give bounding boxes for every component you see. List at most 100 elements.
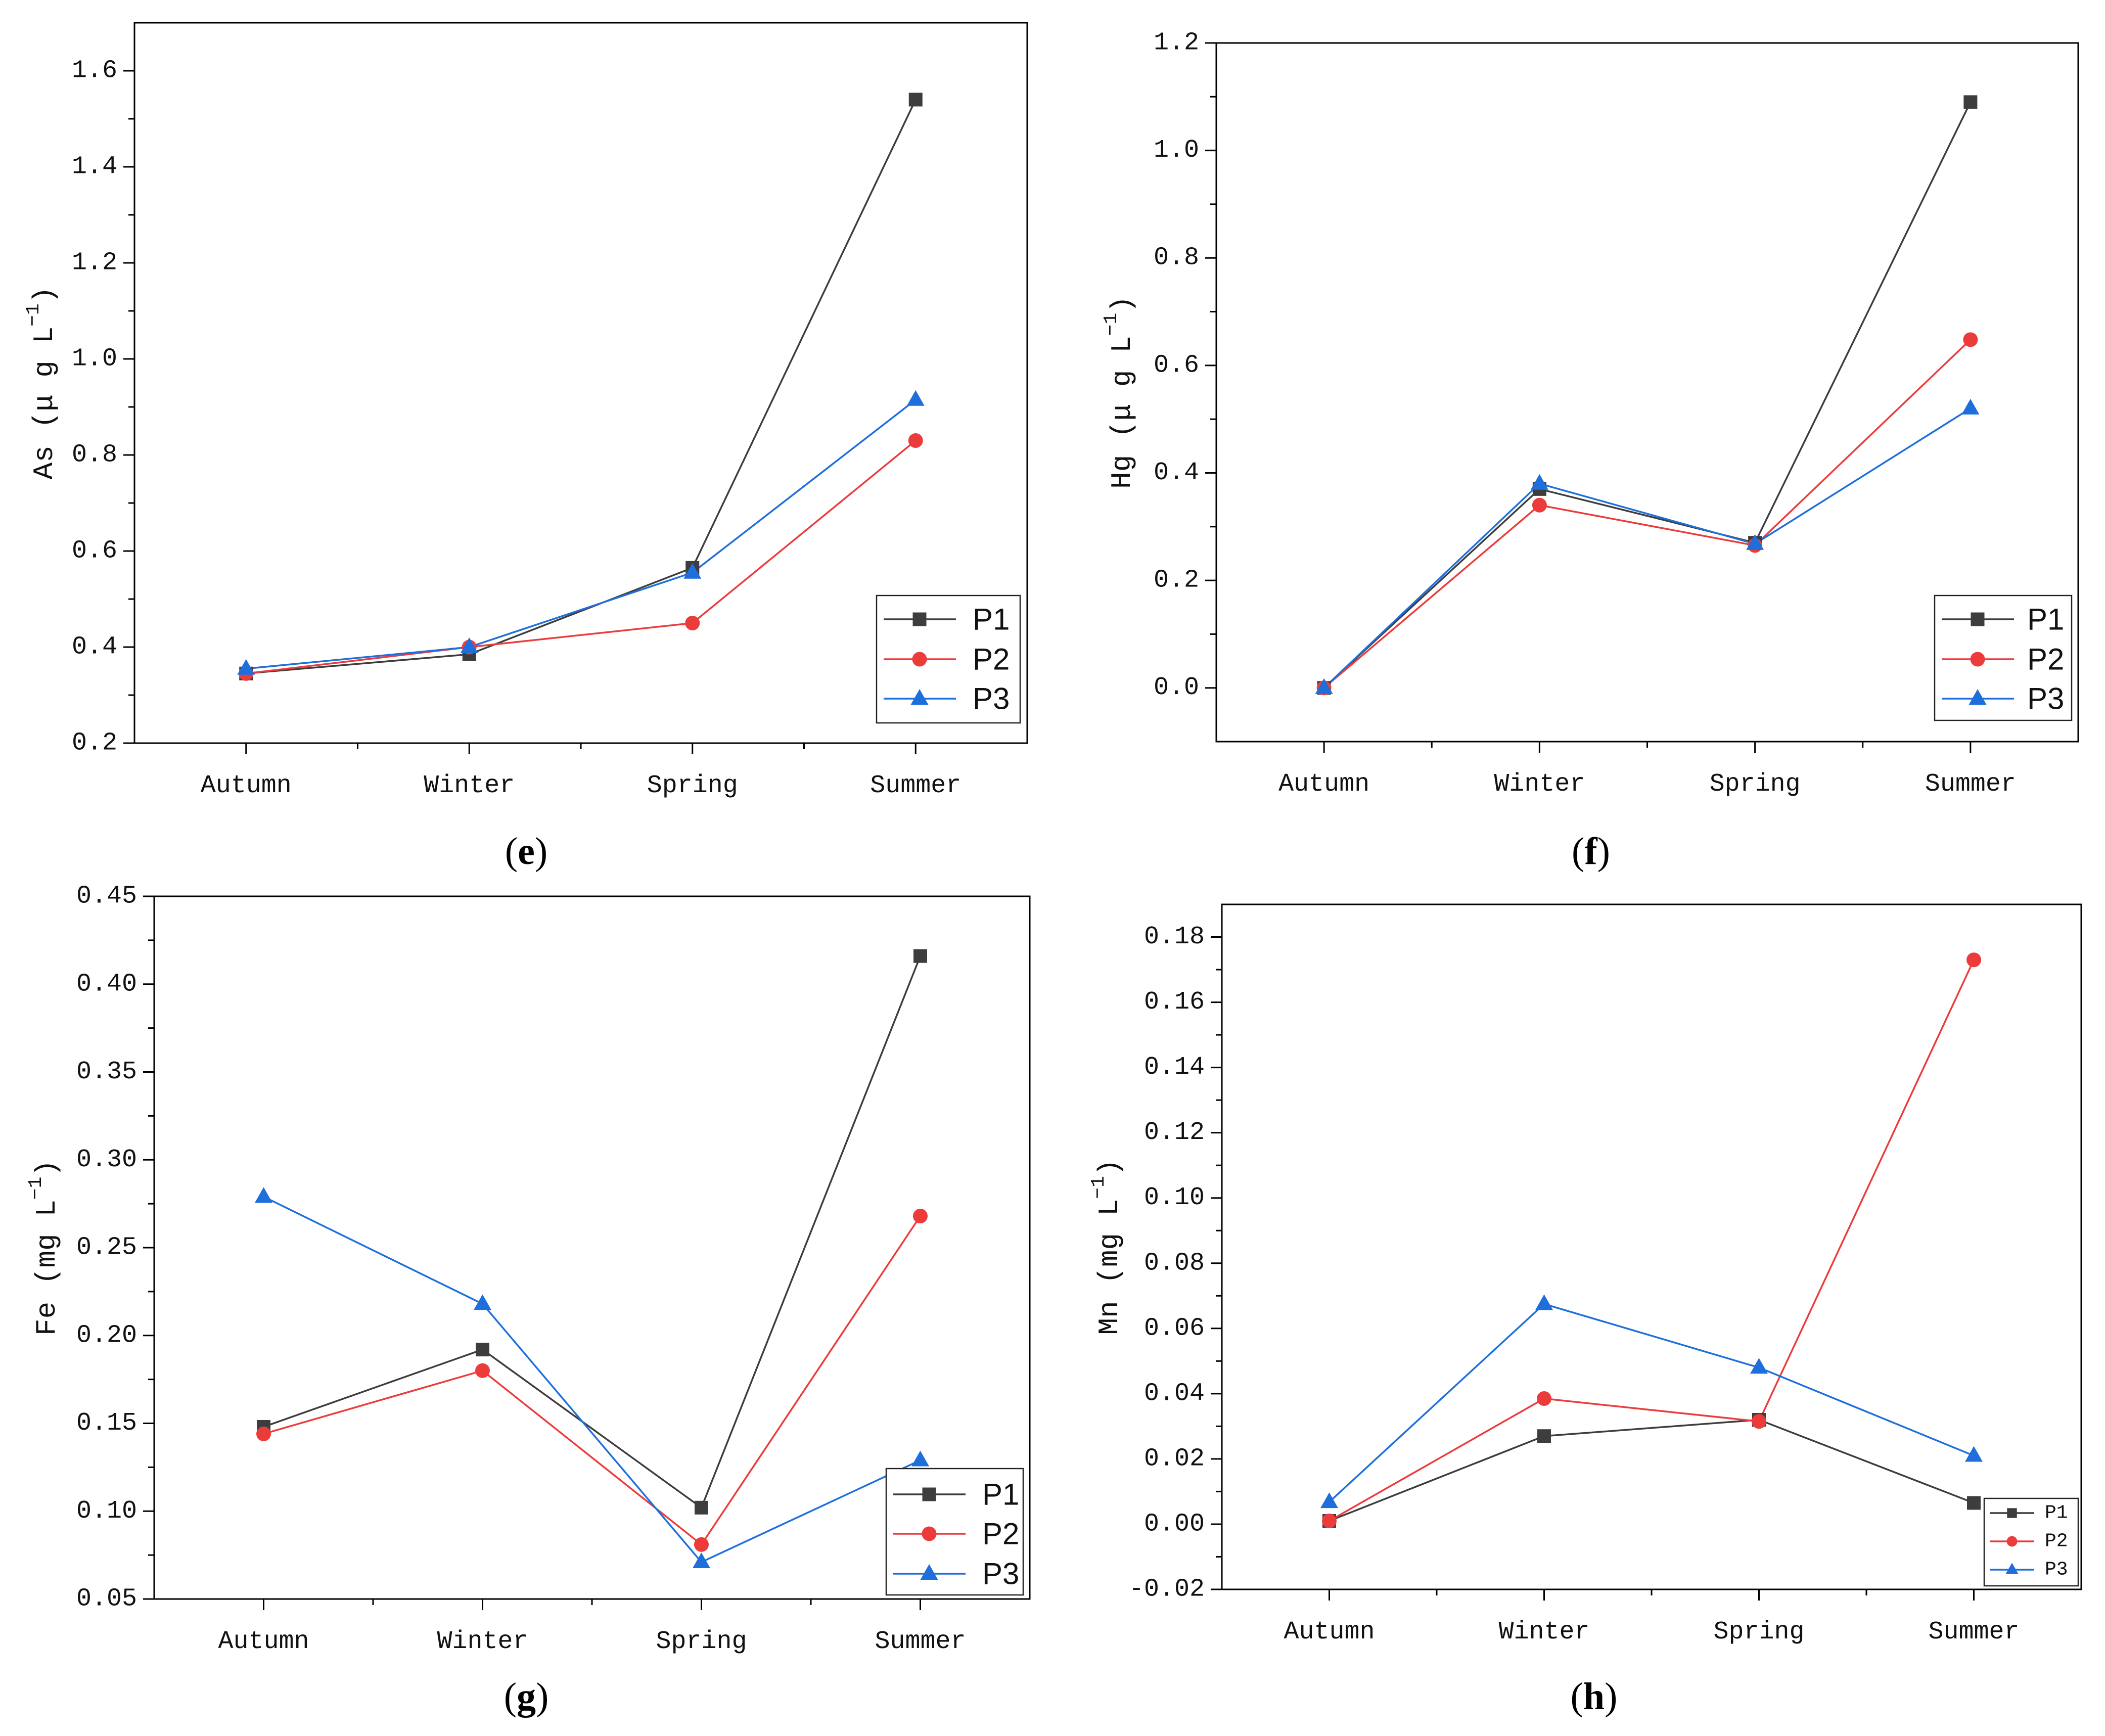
- y-tick-label: 1.4: [72, 153, 117, 181]
- data-point-p3-winter: [1535, 1294, 1553, 1310]
- chart-panel-h: -0.02 0.00 0.02 0.04 0.06 0.08 0.10 0.12 0.14 0.1…: [1088, 903, 2082, 1718]
- y-axis-label-close: ): [1093, 1159, 1126, 1176]
- y-tick-label: 0.05: [76, 1585, 137, 1614]
- y-tick-label: 1.2: [72, 249, 117, 278]
- series-line-p1: [1323, 102, 1972, 689]
- data-point-p2-autumn: [256, 1426, 271, 1441]
- chart-panel-f: 0.0 0.2 0.4 0.6 0.8 1.0 1.2 Autumn Winter Spring S…: [1101, 29, 2079, 873]
- panel-label-letter: e: [518, 830, 535, 873]
- data-point-p3-summer: [1965, 1446, 1983, 1462]
- y-axis-label-close: ): [31, 1160, 63, 1177]
- y-axis-label-text: Hg (μ g L: [1106, 336, 1138, 488]
- plot-frame: [133, 22, 1028, 744]
- y-tick-label: 0.8: [72, 441, 117, 470]
- legend-marker-p1: [912, 612, 927, 626]
- legend-box: [1934, 595, 2073, 721]
- y-tick-label: 0.6: [72, 537, 117, 566]
- y-axis-label: Mn (mg L−1): [1088, 1159, 1126, 1335]
- data-point-p2-summer: [1966, 952, 1981, 968]
- plot-frame: [1221, 903, 2082, 1590]
- panel-label: (h): [1571, 1675, 1618, 1718]
- y-axis-label: Fe (mg L−1): [25, 1160, 63, 1336]
- x-tick-label: Winter: [1498, 1618, 1589, 1647]
- legend-label-p1: P1: [2027, 603, 2064, 636]
- y-tick-label: 0.16: [1144, 988, 1205, 1017]
- series-line-p3: [1323, 407, 1971, 689]
- series-line-p2: [1323, 339, 1972, 689]
- panel-label: (f): [1572, 830, 1610, 873]
- plot-frame: [1215, 42, 2079, 743]
- series-line-p1: [246, 99, 917, 674]
- y-tick-label: 0.40: [76, 970, 137, 998]
- y-axis-label-superscript: −1: [25, 1177, 47, 1200]
- legend-label-p1: P1: [973, 603, 1010, 636]
- y-tick-label: 0.8: [1154, 244, 1199, 272]
- y-tick-label: 0.12: [1144, 1118, 1205, 1147]
- plot-area: [1222, 904, 2081, 1589]
- y-axis-label-text: Fe (mg L: [31, 1200, 63, 1336]
- series-line-p3: [1329, 1303, 1975, 1503]
- y-tick-label: 1.0: [1154, 136, 1199, 165]
- x-tick-label: Summer: [1925, 770, 2016, 799]
- y-tick-label: 0.10: [76, 1497, 137, 1526]
- y-tick-label: 0.4: [1154, 459, 1199, 487]
- y-tick-label: 1.6: [72, 57, 117, 85]
- legend-label-p3: P3: [973, 682, 1010, 716]
- series-line-p1: [1329, 1419, 1975, 1522]
- data-point-p2-winter: [1532, 497, 1547, 513]
- data-point-p3-winter: [460, 637, 478, 653]
- x-tick-label: Winter: [437, 1627, 528, 1656]
- x-tick-label: Winter: [1494, 770, 1585, 799]
- panel-label-open: (: [1571, 1675, 1583, 1718]
- panel-label: (e): [505, 830, 547, 873]
- y-axis-label: As (μ g L−1): [23, 287, 61, 480]
- legend-label-p3: P3: [2045, 1559, 2068, 1581]
- legend-marker-p3: [2005, 1563, 2019, 1574]
- x-tick-label: Summer: [1928, 1618, 2019, 1647]
- x-tick-label: Autumn: [218, 1627, 309, 1656]
- data-point-p2-autumn: [1322, 1514, 1337, 1528]
- panel-label-open: (: [504, 1675, 517, 1718]
- series-line-p2: [1329, 959, 1975, 1522]
- legend-marker-p2: [912, 652, 927, 667]
- data-point-p3-winter: [1530, 474, 1548, 490]
- legend-marker-p1: [1971, 612, 1985, 626]
- data-point-p3-summer: [906, 390, 925, 406]
- y-tick-label: 0.06: [1144, 1314, 1205, 1343]
- y-tick-label: 0.00: [1144, 1510, 1205, 1538]
- y-tick-label: 0.4: [72, 633, 117, 662]
- data-point-p2-summer: [913, 1208, 928, 1223]
- legend-label-p2: P2: [2045, 1531, 2068, 1552]
- y-tick-label: 1.0: [72, 345, 117, 374]
- panel-label-letter: f: [1584, 830, 1598, 873]
- data-point-p2-summer: [908, 433, 923, 448]
- x-tick-label: Spring: [656, 1627, 747, 1656]
- y-tick-label: 0.02: [1144, 1444, 1205, 1473]
- data-point-p3-spring: [683, 563, 702, 579]
- y-axis-label: Hg (μ g L−1): [1101, 296, 1138, 489]
- legend: P1 P2 P3: [885, 1468, 1024, 1596]
- legend-marker-p2: [1970, 652, 1985, 667]
- legend-marker-p3: [910, 689, 929, 705]
- x-tick-label: Autumn: [1278, 770, 1369, 799]
- legend-marker-p1: [922, 1487, 936, 1501]
- y-tick-label: 0.10: [1144, 1183, 1205, 1212]
- data-point-p3-autumn: [1320, 1492, 1338, 1509]
- y-tick-label: 0.2: [72, 729, 117, 758]
- y-tick-label: 0.04: [1144, 1379, 1205, 1408]
- panel-label-letter: h: [1583, 1675, 1605, 1718]
- panel-label-open: (: [505, 830, 518, 873]
- legend-marker-p3: [1969, 689, 1987, 705]
- series-line-p3: [263, 1196, 921, 1563]
- x-tick-label: Summer: [870, 771, 961, 800]
- x-tick-label: Spring: [647, 771, 738, 800]
- data-point-p3-spring: [1746, 534, 1764, 550]
- y-tick-label: -0.02: [1129, 1575, 1205, 1604]
- x-tick-label: Winter: [424, 771, 515, 800]
- data-point-p2-winter: [1537, 1391, 1551, 1406]
- legend-marker-p2: [922, 1526, 937, 1541]
- data-point-p2-winter: [475, 1363, 490, 1378]
- data-point-p3-autumn: [255, 1187, 272, 1203]
- y-axis-label-superscript: −1: [23, 303, 44, 327]
